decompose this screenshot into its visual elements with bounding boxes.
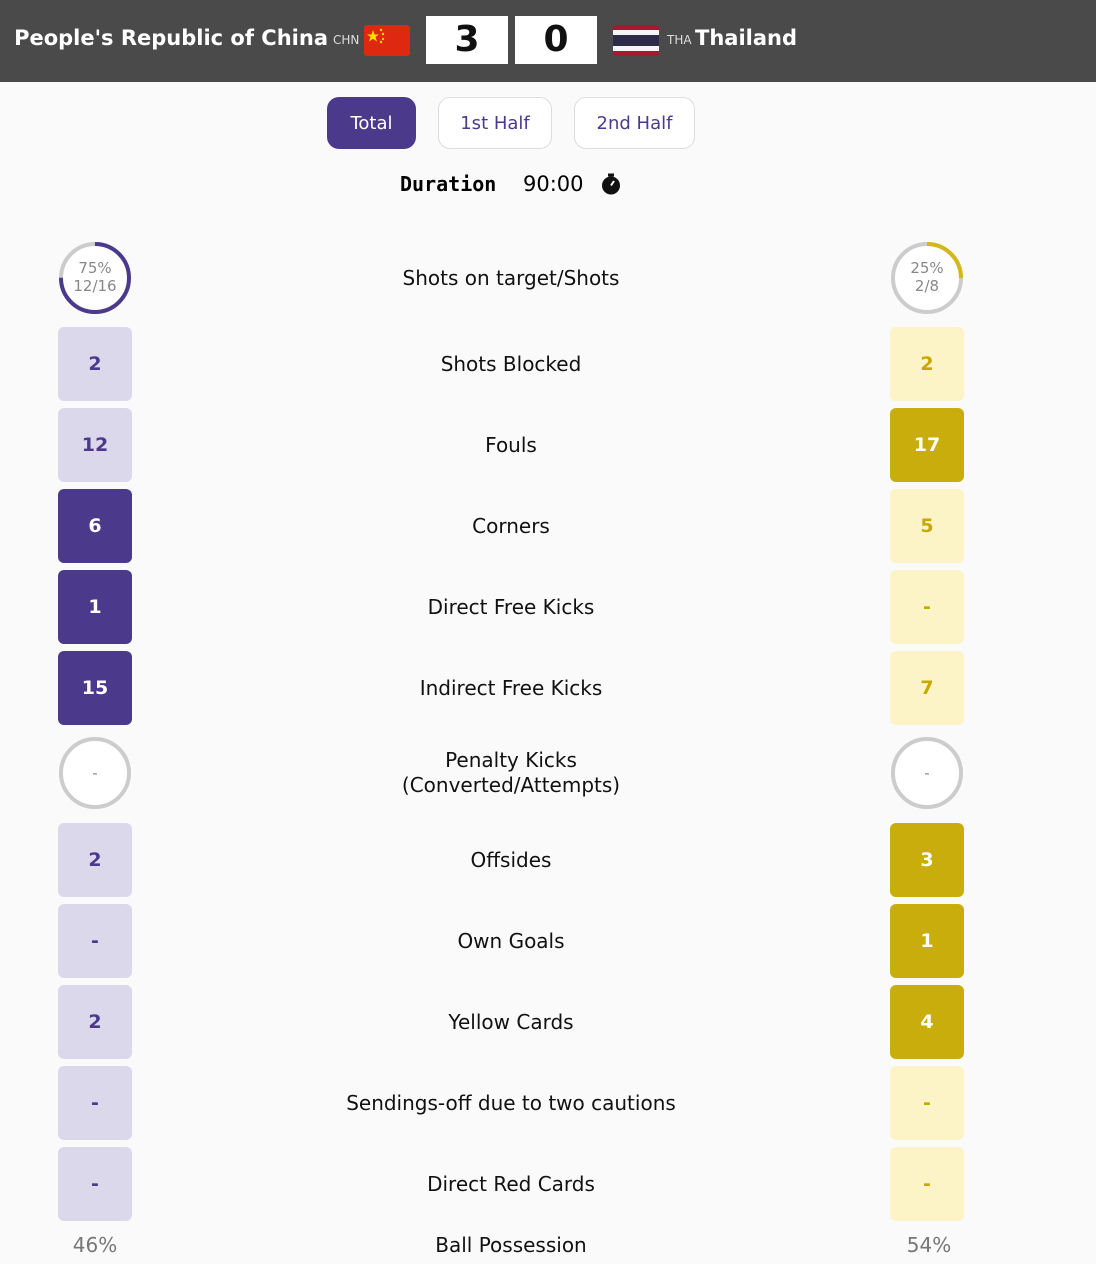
away-value: - <box>890 1147 964 1221</box>
ring <box>891 242 963 314</box>
stat-label: Shots on target/Shots <box>402 265 620 290</box>
stopwatch-icon <box>602 173 620 195</box>
home-score: 3 <box>426 16 508 64</box>
tab[interactable]: 1st Half <box>438 97 552 149</box>
home-value: 2 <box>58 985 132 1059</box>
away-value: 5 <box>890 489 964 563</box>
stat-label: Indirect Free Kicks <box>419 675 603 700</box>
ring <box>59 737 131 809</box>
ring-track <box>891 737 963 809</box>
ring-ratio: 12/16 <box>73 277 117 295</box>
ring-arc <box>891 242 963 314</box>
duration-label: Duration <box>400 172 497 196</box>
ring-value: - <box>92 764 98 782</box>
away-code: THA <box>667 33 692 47</box>
away-team: Thailand <box>695 26 797 50</box>
tab[interactable]: Total <box>327 97 416 149</box>
away-value: 3 <box>890 823 964 897</box>
home-code: CHN <box>333 33 360 47</box>
home-value: 2 <box>58 823 132 897</box>
home-value: 1 <box>58 570 132 644</box>
stat-label: Sendings-off due to two cautions <box>346 1090 676 1115</box>
ring-percent: 25% <box>910 259 944 277</box>
stat-label: Own Goals <box>457 928 565 953</box>
away-value: - <box>890 1066 964 1140</box>
duration-value: 90:00 <box>523 172 584 196</box>
away-value: 7 <box>890 651 964 725</box>
away-value: 4 <box>890 985 964 1059</box>
stat-label: Shots Blocked <box>440 351 582 376</box>
possession-label: Ball Possession <box>435 1233 587 1257</box>
china-flag <box>364 25 410 56</box>
home-value: - <box>58 1147 132 1221</box>
home-team: People's Republic of China <box>14 26 328 50</box>
ring-value: - <box>924 764 930 782</box>
ring <box>59 242 131 314</box>
ring-arc <box>59 242 131 314</box>
home-value: 6 <box>58 489 132 563</box>
away-score: 0 <box>515 16 597 64</box>
home-value: - <box>58 904 132 978</box>
possession-home: 46% <box>72 1233 118 1257</box>
ring-track <box>59 737 131 809</box>
away-value: 17 <box>890 408 964 482</box>
home-value: 15 <box>58 651 132 725</box>
stat-label: Corners <box>472 513 550 538</box>
home-value: - <box>58 1066 132 1140</box>
thailand-flag <box>613 25 659 56</box>
stat-label: Direct Free Kicks <box>427 594 595 619</box>
away-value: 2 <box>890 327 964 401</box>
ring-percent: 75% <box>78 259 112 277</box>
stat-label: Penalty Kicks (Converted/Attempts) <box>401 748 621 797</box>
stat-label: Offsides <box>470 847 552 872</box>
stat-label: Fouls <box>485 432 537 457</box>
home-value: 2 <box>58 327 132 401</box>
home-value: 12 <box>58 408 132 482</box>
tab[interactable]: 2nd Half <box>574 97 695 149</box>
away-value: 1 <box>890 904 964 978</box>
ring-ratio: 2/8 <box>914 277 940 295</box>
possession-away: 54% <box>906 1233 952 1257</box>
stat-label: Yellow Cards <box>448 1009 574 1034</box>
ring <box>891 737 963 809</box>
stat-label: Direct Red Cards <box>427 1171 595 1196</box>
away-value: - <box>890 570 964 644</box>
